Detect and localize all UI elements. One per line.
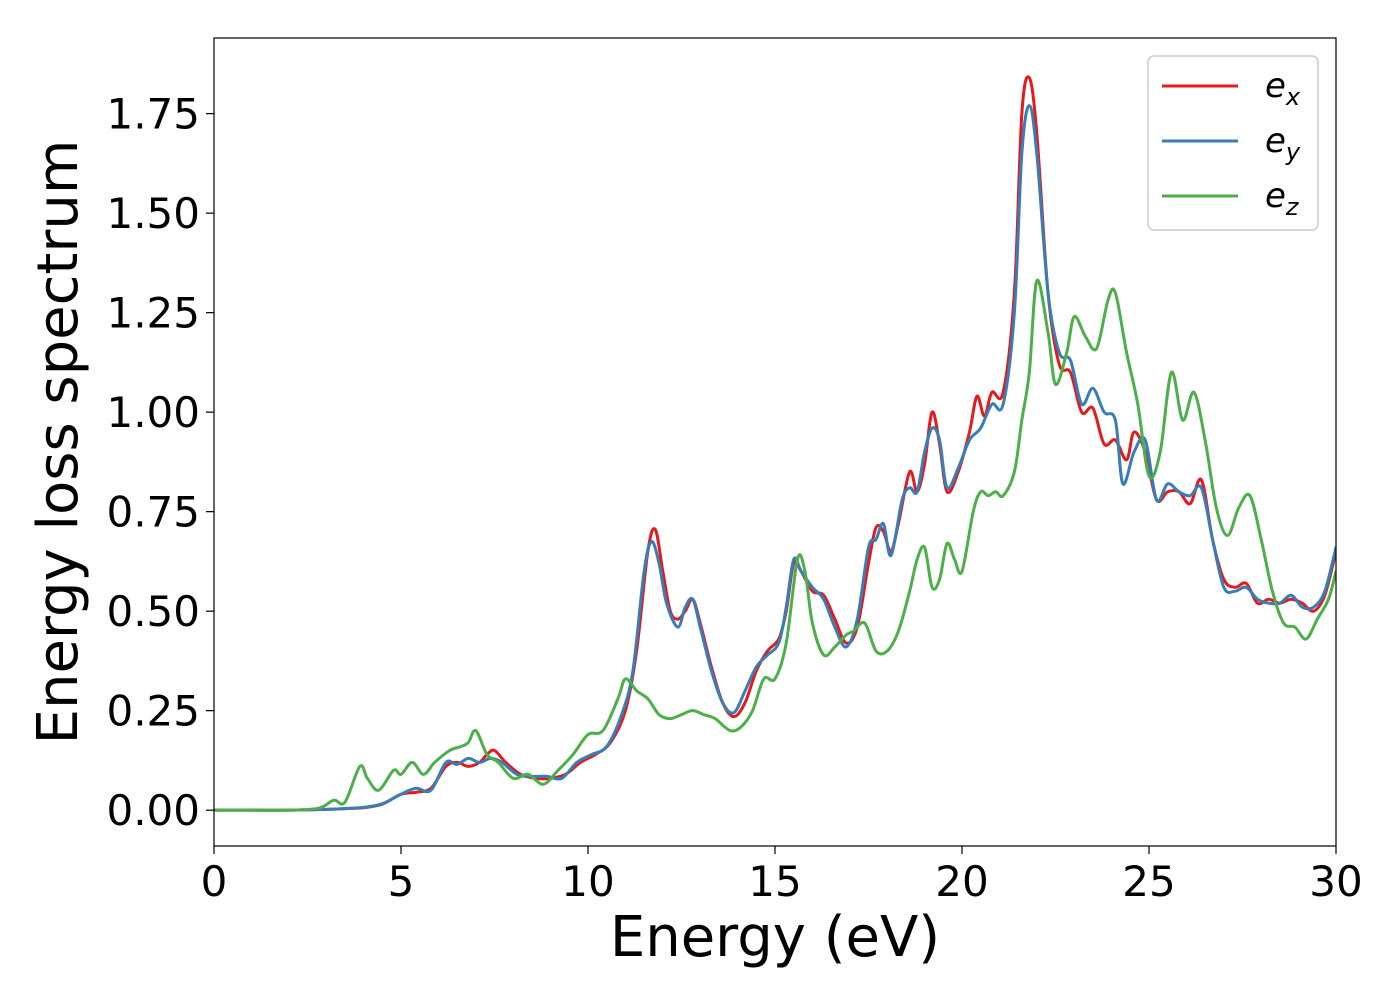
x-tick-label: 15 [748, 857, 801, 906]
x-tick-label: 0 [201, 857, 228, 906]
legend-label-e-x: ex [1265, 66, 1301, 111]
y-tick-label: 0.00 [106, 786, 200, 835]
series-layer [214, 75, 1336, 812]
x-axis-label: Energy (eV) [610, 905, 940, 970]
series-line-e-y [214, 104, 1336, 812]
x-tick-label: 5 [388, 857, 415, 906]
y-tick-label: 0.25 [106, 687, 200, 736]
y-tick-label: 0.50 [106, 587, 200, 636]
legend-label-e-y: ey [1265, 121, 1301, 166]
y-tick-label: 1.25 [106, 289, 200, 338]
y-tick-label: 1.50 [106, 189, 200, 238]
x-axis: 0 5 10 15 20 25 30 [201, 846, 1363, 906]
y-tick-label: 1.00 [106, 388, 200, 437]
legend-label-e-z: ez [1265, 176, 1300, 221]
x-tick-label: 25 [1122, 857, 1175, 906]
y-axis-label: Energy loss spectrum [26, 140, 91, 745]
legend: ex ey ez [1147, 55, 1319, 231]
y-axis: 0.00 0.25 0.50 0.75 1.00 1.25 1.50 1.75 [106, 90, 214, 835]
y-tick-label: 1.75 [106, 90, 200, 139]
x-tick-label: 30 [1309, 857, 1362, 906]
legend-box [1147, 55, 1319, 231]
x-tick-label: 10 [561, 857, 614, 906]
series-line-e-z [214, 278, 1336, 812]
y-tick-label: 0.75 [106, 488, 200, 537]
x-tick-label: 20 [935, 857, 988, 906]
